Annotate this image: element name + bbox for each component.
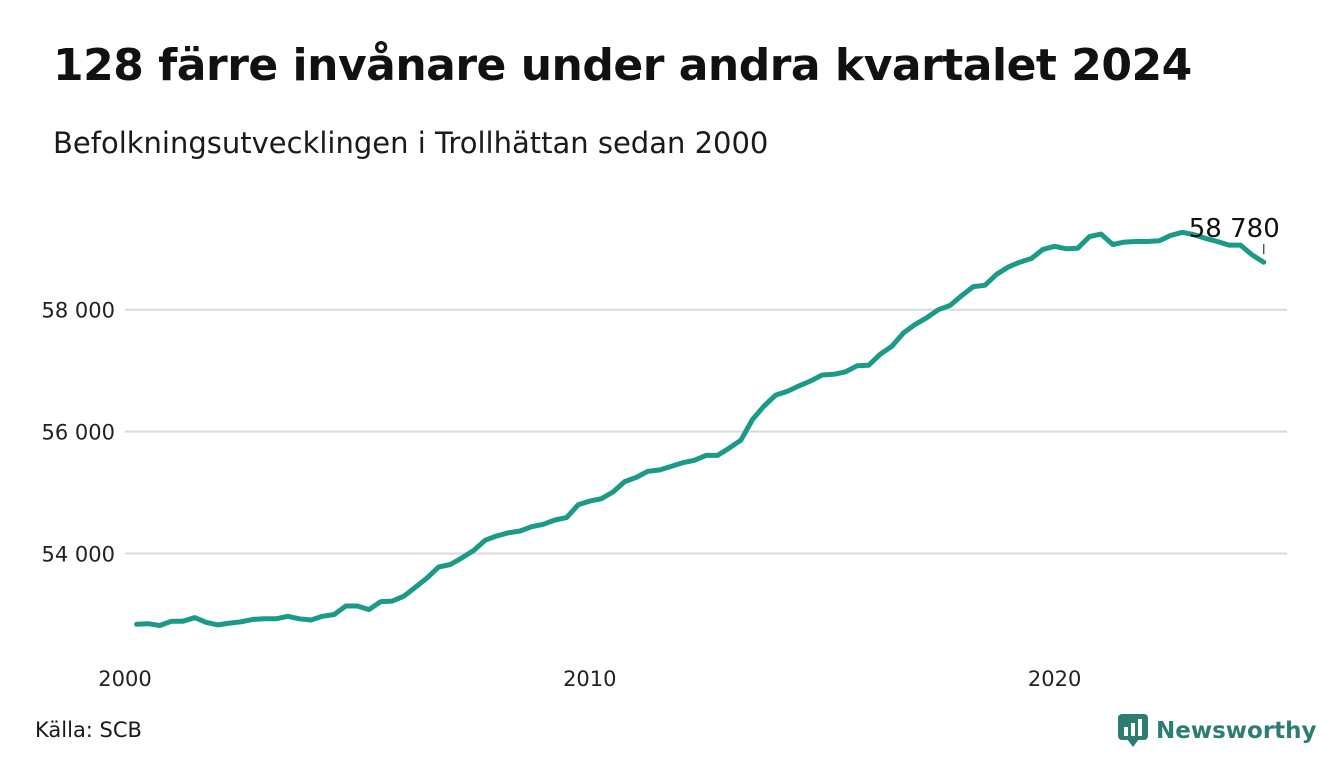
x-tick-label: 2010 <box>563 667 616 691</box>
chart-title: 128 färre invånare under andra kvartalet… <box>53 40 1192 91</box>
chart-subtitle: Befolkningsutvecklingen i Trollhättan se… <box>53 126 769 160</box>
line-chart: 54 000 56 000 58 000 2000 2010 2020 58 780 <box>42 214 1287 691</box>
source-note: Källa: SCB <box>35 718 142 742</box>
population-line <box>134 229 1267 628</box>
y-tick-label: 54 000 <box>42 543 115 567</box>
newsworthy-logo-icon <box>1118 714 1148 747</box>
gridlines <box>125 308 1287 555</box>
y-tick-label: 56 000 <box>42 421 115 445</box>
end-value-label: 58 780 <box>1189 214 1280 244</box>
x-axis-tick-labels: 2000 2010 2020 <box>98 667 1081 691</box>
x-tick-label: 2020 <box>1028 667 1081 691</box>
brand-name: Newsworthy <box>1156 718 1317 744</box>
y-axis-tick-labels: 54 000 56 000 58 000 <box>42 299 115 567</box>
brand-logo: Newsworthy <box>1118 714 1317 748</box>
x-tick-label: 2000 <box>98 667 151 691</box>
y-tick-label: 58 000 <box>42 299 115 323</box>
